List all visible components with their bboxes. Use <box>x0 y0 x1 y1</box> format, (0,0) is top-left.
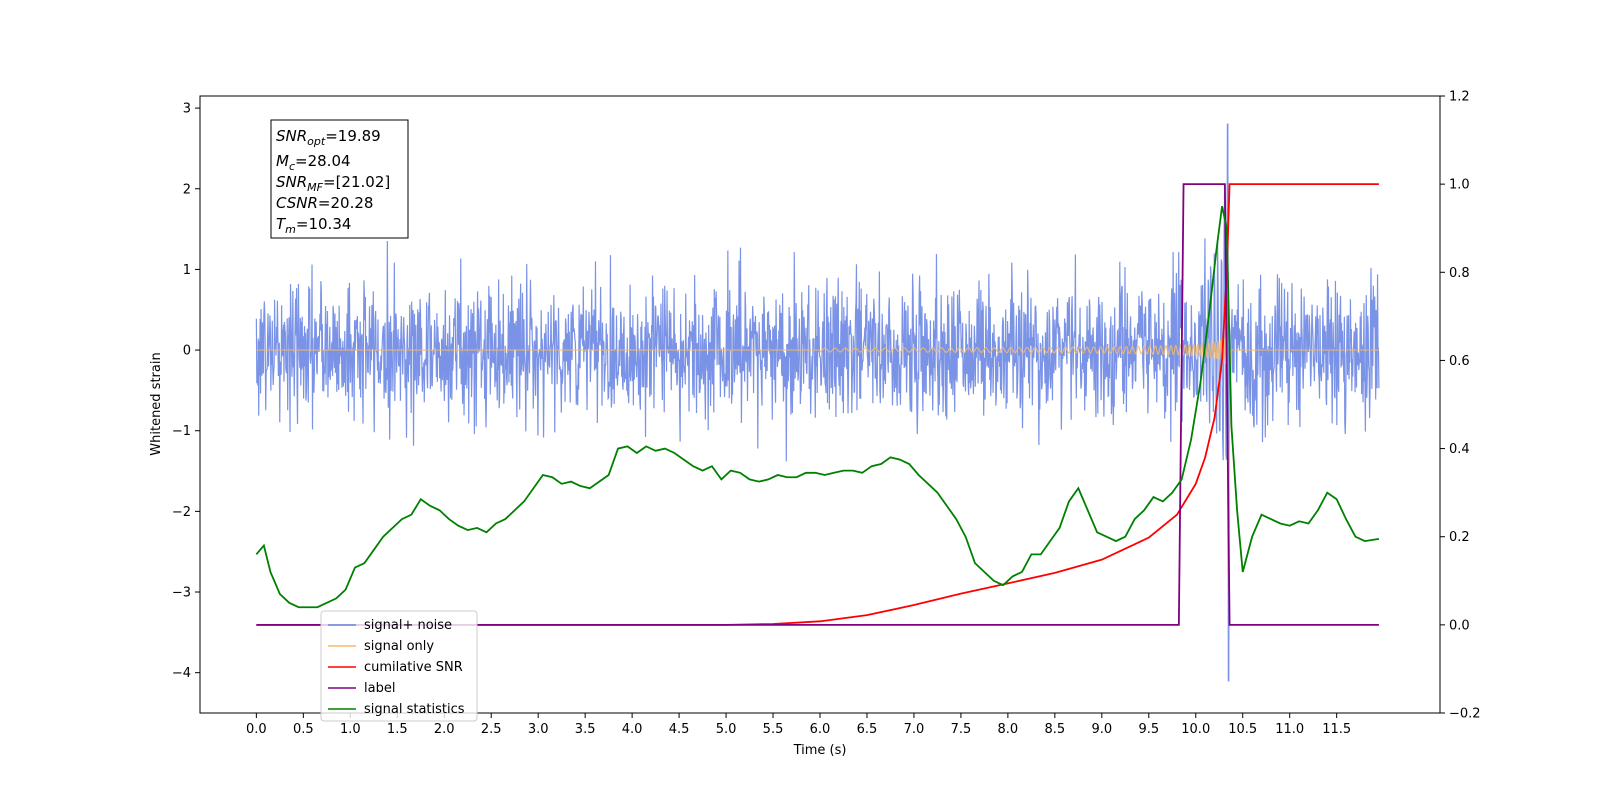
x-tick-label: 0.5 <box>293 722 314 737</box>
y-tick-label: 1 <box>183 263 191 278</box>
y2-tick-label: −0.2 <box>1449 707 1481 722</box>
x-tick-label: 10.5 <box>1228 722 1257 737</box>
x-tick-label: 7.0 <box>904 722 925 737</box>
y-tick-label: −3 <box>172 586 191 601</box>
x-tick-label: 0.0 <box>246 722 267 737</box>
y-tick-label: 3 <box>183 102 191 117</box>
right-axis-series <box>255 183 1380 626</box>
y-axis-label: Whitened strain <box>149 352 164 455</box>
x-tick-label: 10.0 <box>1181 722 1210 737</box>
signal-statistics-polyline <box>255 205 1380 609</box>
legend-frame <box>320 610 478 722</box>
signal-only-polyline <box>256 333 1379 573</box>
x-tick-label: 9.0 <box>1091 722 1112 737</box>
legend-entry-signal-noise: signal+ noise <box>328 618 452 633</box>
x-tick-label: 5.0 <box>716 722 737 737</box>
annotation-snr-opt: SNRopt=19.89 <box>276 127 381 148</box>
legend-entry-cumulative-snr: cumilative SNR <box>328 660 463 675</box>
signal-noise-polyline <box>255 123 1380 682</box>
x-tick-label: 2.0 <box>434 722 455 737</box>
series-signal-noise-line <box>255 123 1380 682</box>
x-tick-label: 9.5 <box>1138 722 1159 737</box>
y-tick-label: −2 <box>172 505 191 520</box>
y2-tick-label: 0.8 <box>1449 266 1470 281</box>
y-axis-ticks: 3 2 1 0 −1 −2 −3 −4 <box>172 102 200 681</box>
y2-tick-label: 0.6 <box>1449 354 1470 369</box>
x-tick-label: 2.5 <box>481 722 502 737</box>
svg-text:signal+ noise: signal+ noise <box>364 618 452 633</box>
y-tick-label: 0 <box>183 344 191 359</box>
svg-text:label: label <box>364 681 395 696</box>
x-tick-label: 3.0 <box>528 722 549 737</box>
x-tick-label: 1.5 <box>387 722 408 737</box>
svg-text:signal only: signal only <box>364 639 434 654</box>
y2-tick-label: 1.0 <box>1449 178 1470 193</box>
svg-text:cumilative SNR: cumilative SNR <box>364 660 463 675</box>
x-axis-ticks: 0.0 0.5 1.0 1.5 2.0 2.5 3.0 3.5 4.0 4.5 5.0 5.5 6.0 6… <box>246 713 1351 737</box>
annotation-snr-mf: SNRMF=[21.02] <box>276 173 390 194</box>
annotation-box: SNRopt=19.89 Mc=28.04 SNRMF=[21.02] CSNR… <box>270 119 409 239</box>
y-tick-label: −4 <box>172 666 191 681</box>
cumulative-snr-polyline <box>256 183 1379 626</box>
y2-tick-label: 0.4 <box>1449 442 1470 457</box>
x-tick-label: 6.0 <box>810 722 831 737</box>
y2-tick-label: 1.2 <box>1449 90 1470 105</box>
annotation-mc: Mc=28.04 <box>276 152 351 173</box>
y-tick-label: 2 <box>183 182 191 197</box>
x-tick-label: 8.5 <box>1045 722 1066 737</box>
annotation-frame <box>270 119 409 239</box>
annotation-tm: Tm=10.34 <box>276 215 351 236</box>
x-axis-label: Time (s) <box>793 743 847 758</box>
svg-text:signal statistics: signal statistics <box>364 702 465 717</box>
x-tick-label: 6.5 <box>857 722 878 737</box>
x-tick-label: 4.5 <box>669 722 690 737</box>
y2-tick-label: 0.2 <box>1449 530 1470 545</box>
legend-entry-label: label <box>328 681 395 696</box>
legend: signal+ noise signal only cumilative SNR… <box>320 610 478 722</box>
x-tick-label: 4.0 <box>622 722 643 737</box>
x-tick-label: 5.5 <box>763 722 784 737</box>
annotation-csnr: CSNR=20.28 <box>276 194 373 212</box>
legend-entry-signal-statistics: signal statistics <box>328 702 465 717</box>
y-tick-label: −1 <box>172 424 191 439</box>
x-tick-label: 7.5 <box>951 722 972 737</box>
y2-axis-ticks: 1.2 1.0 0.8 0.6 0.4 0.2 0.0 −0.2 <box>1440 90 1481 722</box>
x-tick-label: 8.0 <box>998 722 1019 737</box>
legend-entry-signal-only: signal only <box>328 639 434 654</box>
x-tick-label: 1.0 <box>340 722 361 737</box>
x-tick-label: 3.5 <box>575 722 596 737</box>
label-polyline <box>256 183 1379 626</box>
x-tick-label: 11.0 <box>1275 722 1304 737</box>
series-signal-only-line <box>256 333 1379 573</box>
x-tick-label: 11.5 <box>1322 722 1351 737</box>
y2-tick-label: 0.0 <box>1449 618 1470 633</box>
